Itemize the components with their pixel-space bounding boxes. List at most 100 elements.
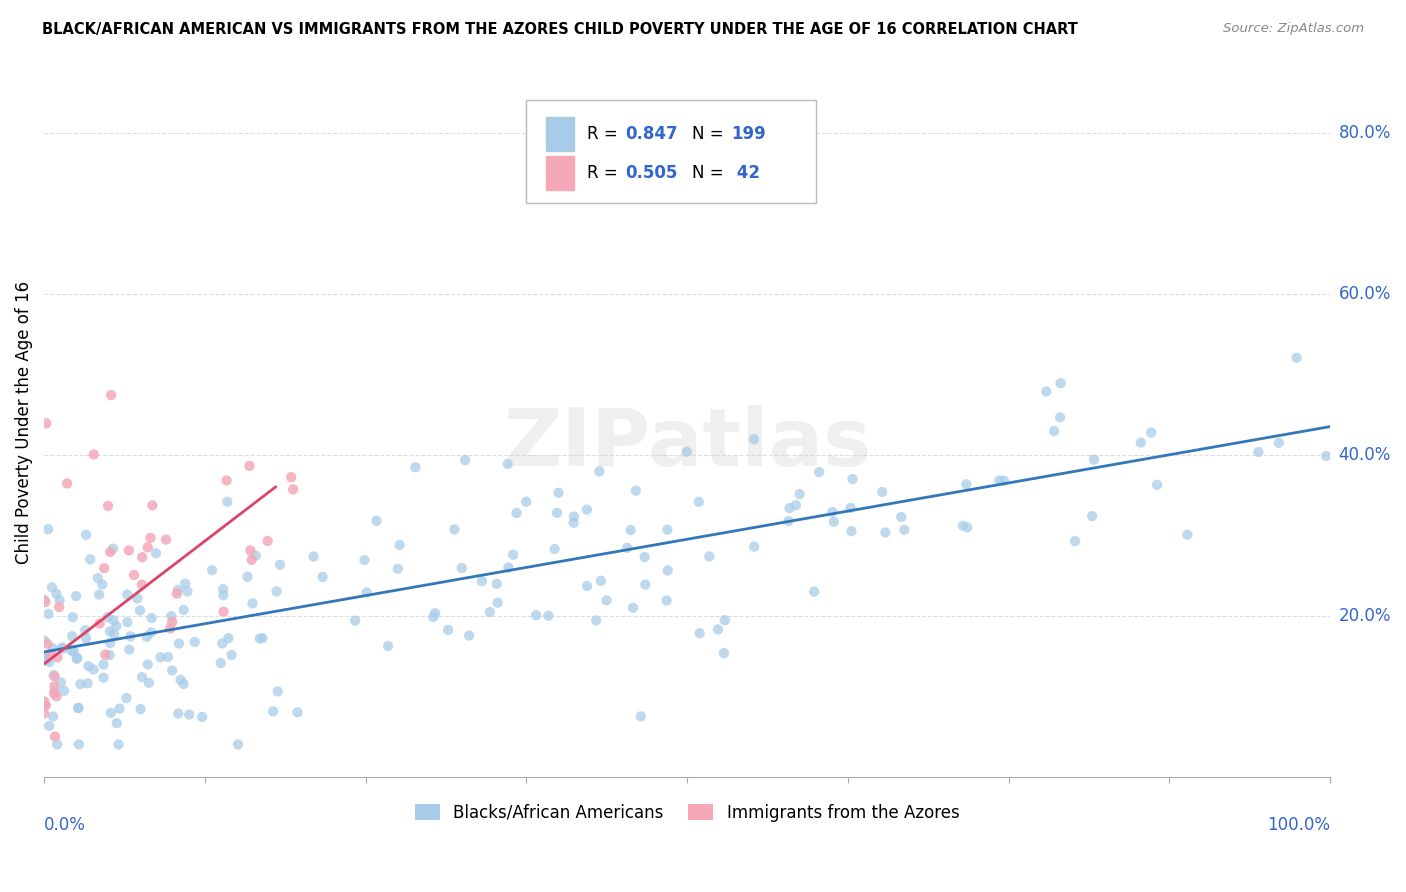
Point [302, 549, 325, 564]
Point [156, 649, 179, 664]
Point [108, 701, 131, 715]
Point [311, 570, 333, 584]
Point [62, 610, 84, 624]
Point [870, 485, 893, 500]
Point [173, 677, 195, 691]
Point [141, 499, 163, 513]
Point [46, 738, 69, 752]
Point [212, 588, 235, 602]
Point [778, 514, 800, 528]
Point [478, 605, 501, 619]
Point [209, 656, 232, 670]
Point [562, 516, 585, 530]
Point [35, 650, 58, 665]
Point [269, 558, 291, 572]
Text: ZIPatlas: ZIPatlas [503, 405, 872, 483]
Point [42, 668, 65, 682]
Point [252, 631, 274, 645]
Point [129, 603, 152, 617]
Point [48, 600, 70, 615]
Point [634, 577, 657, 591]
Point [35, 648, 58, 663]
Point [621, 600, 644, 615]
Point [471, 574, 494, 588]
Y-axis label: Child Poverty Under the Age of 16: Child Poverty Under the Age of 16 [15, 281, 32, 564]
Point [169, 673, 191, 687]
Point [101, 541, 124, 556]
Point [34, 652, 56, 666]
Point [89, 616, 111, 631]
Point [136, 657, 159, 672]
Point [138, 676, 160, 690]
Point [118, 642, 141, 657]
Point [105, 619, 128, 633]
Point [742, 432, 765, 446]
Text: 60.0%: 60.0% [1339, 285, 1391, 302]
Point [131, 578, 153, 592]
Point [588, 464, 610, 478]
Text: BLACK/AFRICAN AMERICAN VS IMMIGRANTS FROM THE AZORES CHILD POVERTY UNDER THE AGE: BLACK/AFRICAN AMERICAN VS IMMIGRANTS FRO… [42, 22, 1078, 37]
Point [67, 701, 90, 715]
Point [576, 579, 599, 593]
Point [689, 626, 711, 640]
Point [155, 533, 177, 547]
Point [537, 608, 560, 623]
Point [37, 607, 59, 621]
Point [515, 494, 537, 508]
Point [256, 533, 278, 548]
Point [422, 610, 444, 624]
Point [129, 702, 152, 716]
Point [1177, 527, 1199, 541]
Point [79, 552, 101, 566]
Point [44, 680, 66, 694]
Text: 199: 199 [731, 125, 766, 143]
Point [955, 477, 977, 491]
Point [212, 605, 235, 619]
Point [353, 553, 375, 567]
Bar [546, 118, 574, 152]
Point [485, 576, 508, 591]
Point [993, 474, 1015, 488]
Point [713, 613, 735, 627]
Point [779, 501, 801, 516]
Point [562, 509, 585, 524]
Point [616, 541, 638, 555]
Point [131, 670, 153, 684]
Point [67, 738, 90, 752]
Point [547, 485, 569, 500]
Legend: Blacks/African Americans, Immigrants from the Azores: Blacks/African Americans, Immigrants fro… [408, 797, 966, 829]
Text: N =: N = [692, 163, 730, 182]
Point [450, 561, 472, 575]
Point [212, 582, 235, 596]
Point [115, 588, 138, 602]
Point [221, 648, 243, 662]
Text: 0.505: 0.505 [626, 163, 678, 182]
Text: 0.0%: 0.0% [44, 815, 86, 833]
Point [287, 706, 309, 720]
Point [498, 560, 520, 574]
Text: 100.0%: 100.0% [1267, 815, 1330, 833]
Point [1081, 509, 1104, 524]
Point [66, 651, 89, 665]
Point [1049, 410, 1071, 425]
Point [713, 646, 735, 660]
Text: 40.0%: 40.0% [1339, 446, 1391, 464]
Point [65, 589, 87, 603]
Point [46, 650, 69, 665]
Point [179, 707, 201, 722]
Point [120, 629, 142, 643]
Point [34, 592, 56, 607]
Point [93, 671, 115, 685]
Point [98, 545, 121, 559]
Point [118, 543, 141, 558]
Point [97, 499, 120, 513]
Point [35, 417, 58, 431]
Point [98, 648, 121, 662]
Point [75, 632, 97, 646]
Point [226, 738, 249, 752]
Point [51, 641, 73, 656]
Point [83, 448, 105, 462]
Point [1043, 424, 1066, 438]
Point [37, 522, 59, 536]
Point [115, 691, 138, 706]
